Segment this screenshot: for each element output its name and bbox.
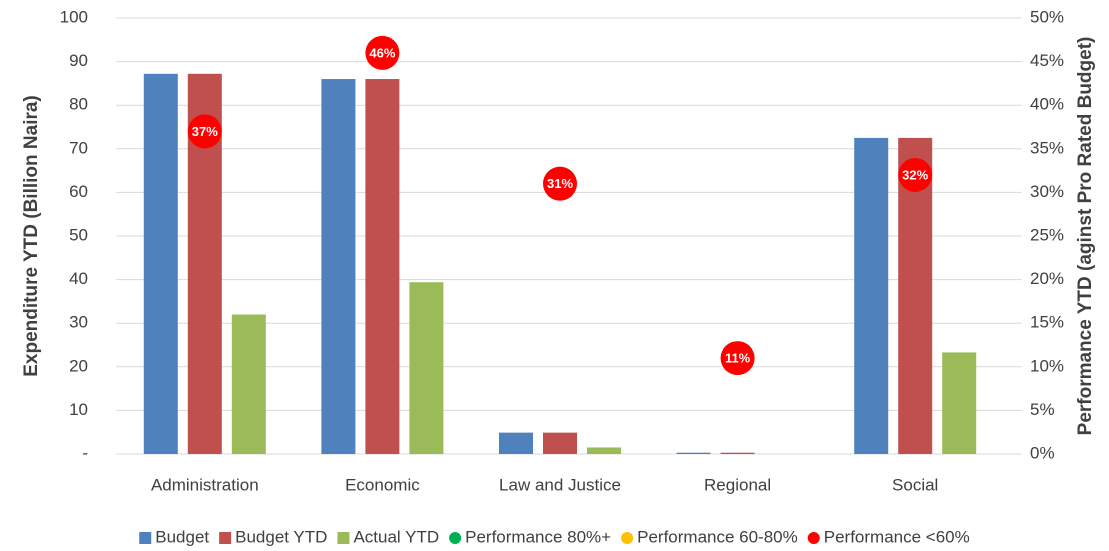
x-tick-label: Regional: [704, 475, 771, 494]
bar: [409, 282, 444, 454]
x-tick-label: Law and Justice: [499, 475, 621, 494]
y-tick-label: 10: [69, 400, 88, 419]
y-tick-label: 30: [69, 313, 88, 332]
y2-tick-label: 20%: [1030, 269, 1064, 288]
bar: [543, 432, 577, 454]
x-tick-label: Social: [892, 475, 938, 494]
legend-marker: [219, 532, 232, 544]
y2-tick-label: 35%: [1030, 138, 1064, 157]
data-label: 32%: [902, 167, 928, 182]
y-tick-label: 40: [69, 269, 88, 288]
legend-label: Budget YTD: [235, 527, 327, 546]
bar: [942, 352, 977, 454]
performance-dot: [898, 157, 933, 192]
bar: [143, 73, 178, 455]
y2-tick-label: 10%: [1030, 356, 1064, 375]
bar: [365, 79, 400, 454]
x-tick-label: Administration: [151, 475, 259, 494]
y2-tick-label: 15%: [1030, 313, 1064, 332]
y2-tick-label: 45%: [1030, 51, 1064, 70]
y2-tick-label: 40%: [1030, 95, 1064, 114]
bar: [720, 452, 755, 454]
y-tick-label: 100: [60, 7, 88, 26]
legend-marker: [139, 532, 152, 544]
legend-label: Performance 80%+: [465, 527, 611, 546]
data-label: 46%: [369, 45, 395, 60]
legend-label: Budget: [155, 527, 209, 546]
legend-marker: [807, 532, 820, 544]
y-tick-label: 60: [69, 182, 88, 201]
y2-tick-label: 30%: [1030, 182, 1064, 201]
bar: [231, 314, 266, 454]
bar: [499, 432, 533, 454]
y2-tick-label: 25%: [1030, 225, 1064, 244]
legend-marker: [337, 532, 350, 544]
y-tick-label: 70: [69, 138, 88, 157]
legend-label: Performance <60%: [824, 527, 970, 546]
data-label: 37%: [192, 124, 218, 139]
bar: [676, 452, 711, 454]
legend-label: Performance 60-80%: [637, 527, 798, 546]
y-tick-label: 50: [69, 225, 88, 244]
y-tick-label: 20: [69, 356, 88, 375]
legend-label: Actual YTD: [353, 527, 439, 546]
legend-marker: [621, 532, 634, 544]
y2-tick-label: 5%: [1030, 400, 1055, 419]
legend-marker: [449, 532, 462, 544]
bar: [854, 137, 889, 454]
bar: [587, 447, 621, 454]
bar: [321, 79, 356, 454]
performance-dot: [720, 341, 755, 376]
y2-tick-label: 50%: [1030, 7, 1064, 26]
y-tick-label: 90: [69, 51, 88, 70]
y2-tick-label: 0%: [1030, 443, 1055, 462]
legend: Budget Budget YTD Actual YTD Performance 80…: [139, 527, 970, 546]
y2-axis-title: Performance YTD (aginst Pro Rated Budget…: [1075, 37, 1096, 436]
performance-dot: [543, 166, 577, 201]
y-axis-title: Expenditure YTD (Billion Naira): [21, 95, 42, 377]
data-label: 11%: [725, 351, 751, 366]
performance-dot: [187, 114, 222, 149]
x-tick-label: Economic: [345, 475, 420, 494]
data-label: 31%: [547, 176, 573, 191]
y-tick-label: -: [82, 443, 88, 462]
performance-dot: [365, 35, 400, 70]
y-tick-label: 80: [69, 95, 88, 114]
